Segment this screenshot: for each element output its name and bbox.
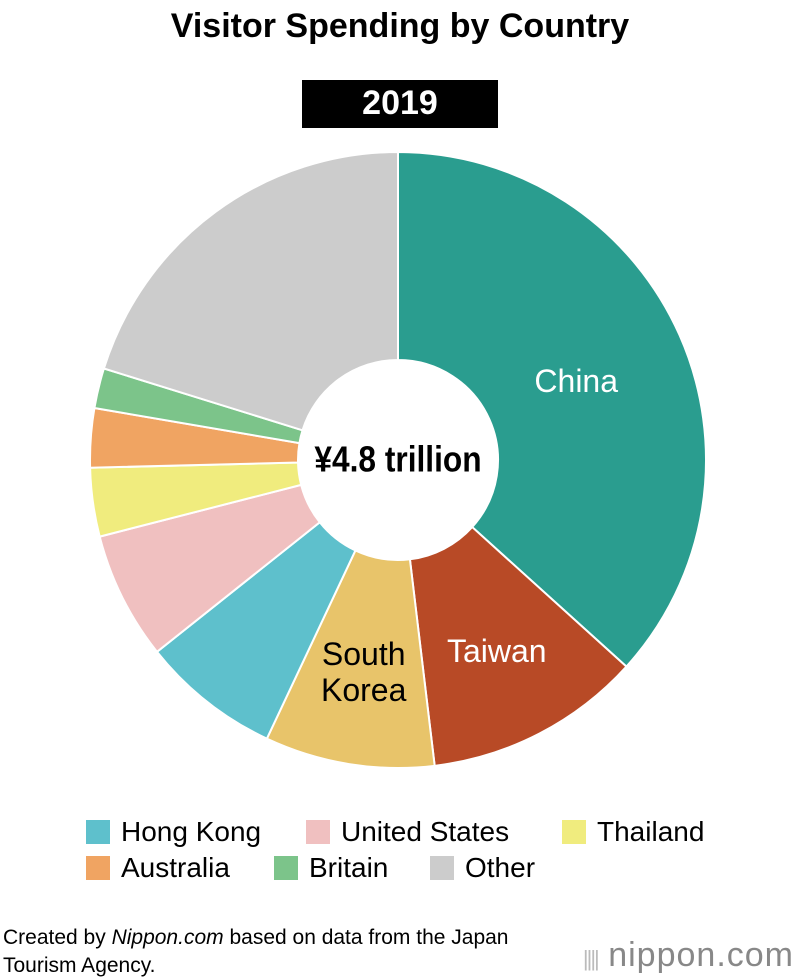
source-note: Created by Nippon.com based on data from… (3, 924, 543, 978)
legend-item: Other (430, 852, 535, 884)
source-prefix: Created by (3, 926, 112, 949)
chart-title: Visitor Spending by Country (171, 7, 629, 45)
center-label: ¥4.8 trillion (314, 440, 481, 480)
legend-swatch (562, 820, 586, 844)
slice (397, 150, 707, 668)
legend-label: Britain (309, 852, 389, 883)
legend-label: Other (465, 852, 536, 883)
source-site: Nippon.com (111, 926, 224, 949)
legend-item: Australia (86, 852, 230, 884)
legend-swatch (430, 856, 454, 880)
legend-label: Thailand (597, 816, 705, 847)
legend-swatch (306, 820, 330, 844)
legend-swatch (86, 856, 110, 880)
legend-item: United States (306, 816, 509, 848)
slice (102, 150, 399, 432)
legend-label: Australia (121, 852, 230, 883)
logo: |||| nippon.com (582, 936, 794, 974)
slice-label: South Korea (320, 636, 407, 709)
slice (408, 525, 628, 767)
slice-label: Taiwan (446, 632, 547, 669)
source-suffix: based on data from the Japan Tourism Age… (3, 926, 509, 977)
legend-swatch (86, 820, 110, 844)
subtitle: 2019 (362, 84, 438, 122)
legend-swatch (274, 856, 298, 880)
legend-label: Hong Kong (121, 816, 262, 847)
slice (265, 549, 436, 769)
legend-item: Hong Kong (86, 816, 261, 848)
logo-text: nippon.com (608, 936, 794, 974)
slice-label: China (534, 362, 619, 399)
legend-item: Thailand (562, 816, 704, 848)
legend-label: United States (341, 816, 510, 847)
legend-item: Britain (274, 852, 388, 884)
subtitle-box (302, 80, 498, 128)
